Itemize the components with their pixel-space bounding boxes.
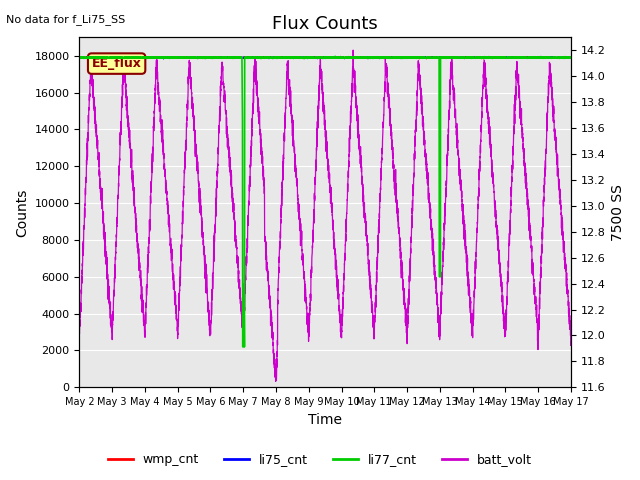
Y-axis label: Counts: Counts: [15, 188, 29, 237]
Text: EE_flux: EE_flux: [92, 57, 141, 70]
Y-axis label: 7500 SS: 7500 SS: [611, 184, 625, 241]
X-axis label: Time: Time: [308, 413, 342, 427]
Legend: wmp_cnt, li75_cnt, li77_cnt, batt_volt: wmp_cnt, li75_cnt, li77_cnt, batt_volt: [103, 448, 537, 471]
Title: Flux Counts: Flux Counts: [272, 15, 378, 33]
Text: No data for f_Li75_SS: No data for f_Li75_SS: [6, 14, 125, 25]
